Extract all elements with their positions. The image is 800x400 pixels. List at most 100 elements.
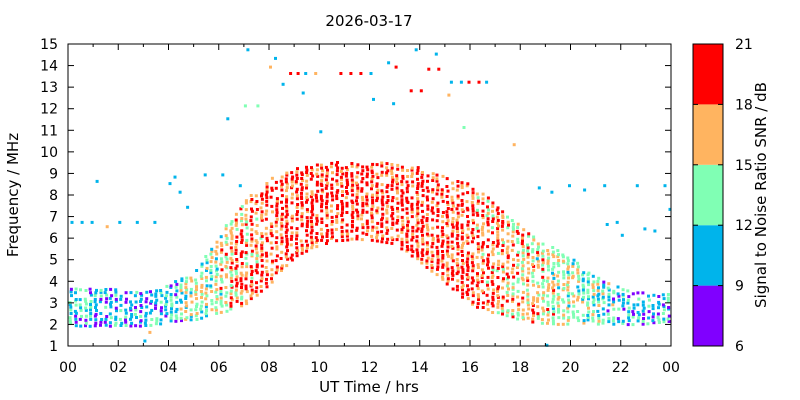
data-point (159, 289, 163, 292)
data-point (240, 219, 243, 223)
data-point (663, 184, 667, 188)
data-point (195, 318, 199, 321)
data-point (511, 225, 515, 229)
data-point (265, 273, 269, 277)
data-point (320, 188, 324, 192)
data-point (410, 175, 414, 178)
data-point (552, 265, 556, 269)
data-point (531, 302, 535, 306)
data-point (651, 304, 655, 307)
data-point (456, 263, 460, 267)
data-point (289, 243, 293, 247)
data-point (234, 218, 238, 222)
data-point (425, 186, 429, 190)
data-point (165, 284, 169, 288)
data-point (591, 286, 595, 289)
data-point (621, 301, 625, 305)
data-point (532, 264, 536, 268)
data-point (526, 255, 530, 259)
data-point (230, 249, 234, 253)
data-point (335, 182, 339, 186)
data-point (441, 277, 445, 281)
data-point (274, 180, 278, 184)
data-point (250, 276, 254, 280)
data-point (591, 319, 595, 323)
data-point (69, 290, 73, 294)
data-point (496, 206, 500, 210)
data-point (466, 182, 470, 186)
data-point (450, 232, 454, 236)
data-point (461, 241, 465, 245)
data-point (300, 186, 304, 190)
data-point (240, 212, 244, 216)
data-point (491, 201, 495, 205)
data-point (144, 324, 148, 327)
data-point (496, 302, 500, 306)
data-point (234, 242, 238, 246)
data-point (532, 235, 536, 239)
data-point (547, 318, 550, 322)
data-point (405, 238, 409, 242)
data-point (480, 276, 484, 279)
data-point (511, 299, 514, 303)
data-point (486, 287, 490, 291)
data-point (461, 229, 465, 233)
data-point (536, 281, 540, 285)
data-point (411, 236, 415, 239)
data-point (315, 214, 319, 218)
data-point (487, 253, 490, 257)
data-point (607, 320, 611, 324)
data-point (205, 314, 208, 318)
data-point (260, 277, 264, 281)
data-point (406, 184, 410, 188)
data-point (480, 289, 484, 293)
data-point (643, 227, 647, 231)
data-point (386, 228, 390, 232)
data-point (395, 180, 399, 184)
data-point (506, 245, 510, 249)
data-point (596, 289, 600, 293)
data-point (596, 282, 600, 286)
data-point (557, 264, 561, 268)
data-point (336, 207, 339, 211)
data-point (540, 251, 544, 255)
data-point (577, 277, 581, 281)
data-point (320, 166, 324, 170)
data-point (641, 322, 645, 326)
data-point (581, 297, 585, 301)
data-point (617, 320, 621, 324)
data-point (465, 184, 469, 188)
data-point (435, 179, 439, 183)
data-point (69, 321, 73, 325)
data-point (239, 232, 243, 236)
data-point (290, 201, 294, 205)
data-point (391, 178, 395, 182)
data-point (305, 222, 309, 226)
data-point (139, 300, 142, 303)
data-point (255, 200, 259, 203)
data-point (466, 215, 469, 218)
data-point (165, 300, 169, 304)
data-point (99, 323, 102, 327)
data-point (371, 193, 375, 197)
data-point (351, 180, 355, 184)
data-point (291, 184, 294, 188)
data-point (254, 239, 258, 243)
data-point (603, 184, 607, 188)
data-point (430, 209, 434, 213)
data-point (481, 252, 485, 256)
data-point (351, 201, 355, 205)
data-point (305, 165, 308, 169)
data-point (159, 309, 163, 313)
data-point (305, 196, 309, 200)
data-point (380, 164, 384, 168)
data-point (476, 274, 479, 278)
data-point (496, 233, 500, 237)
data-point (325, 235, 329, 238)
data-point (541, 296, 545, 300)
data-point (249, 243, 253, 247)
data-point (627, 310, 631, 314)
data-point (667, 306, 671, 309)
data-point (99, 320, 103, 324)
data-point (456, 196, 460, 200)
